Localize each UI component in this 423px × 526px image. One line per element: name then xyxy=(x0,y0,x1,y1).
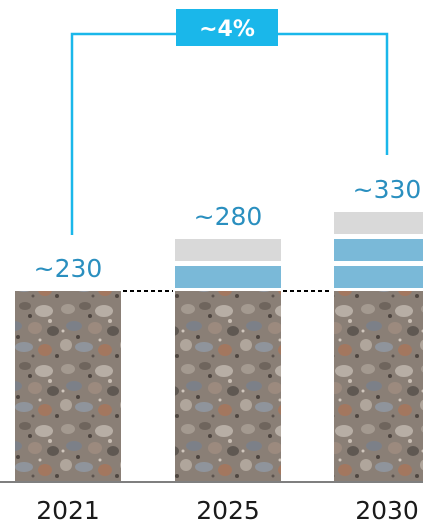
cagr-bracket-right xyxy=(278,32,389,155)
tick-label-2025: 2025 xyxy=(196,496,260,525)
tick-label-2030: 2030 xyxy=(355,496,419,525)
value-label-2025: ~280 xyxy=(194,202,263,231)
tick-label-2021: 2021 xyxy=(36,496,100,525)
bar-increment-2030-2 xyxy=(334,239,423,261)
cagr-bracket-left xyxy=(70,32,176,235)
bar-2030 xyxy=(334,291,423,481)
value-label-2030: ~330 xyxy=(353,175,422,204)
bar-increment-2025-2 xyxy=(175,239,281,261)
value-label-2021: ~230 xyxy=(34,254,103,283)
bar-2025 xyxy=(175,291,281,481)
bar-2021 xyxy=(15,291,121,481)
cagr-badge xyxy=(176,9,278,46)
bar-increment-2030-1 xyxy=(334,266,423,288)
bar-increment-2025-1 xyxy=(175,266,281,288)
cagr-label: ~4% xyxy=(199,17,255,42)
bar-increment-2030-3 xyxy=(334,212,423,234)
